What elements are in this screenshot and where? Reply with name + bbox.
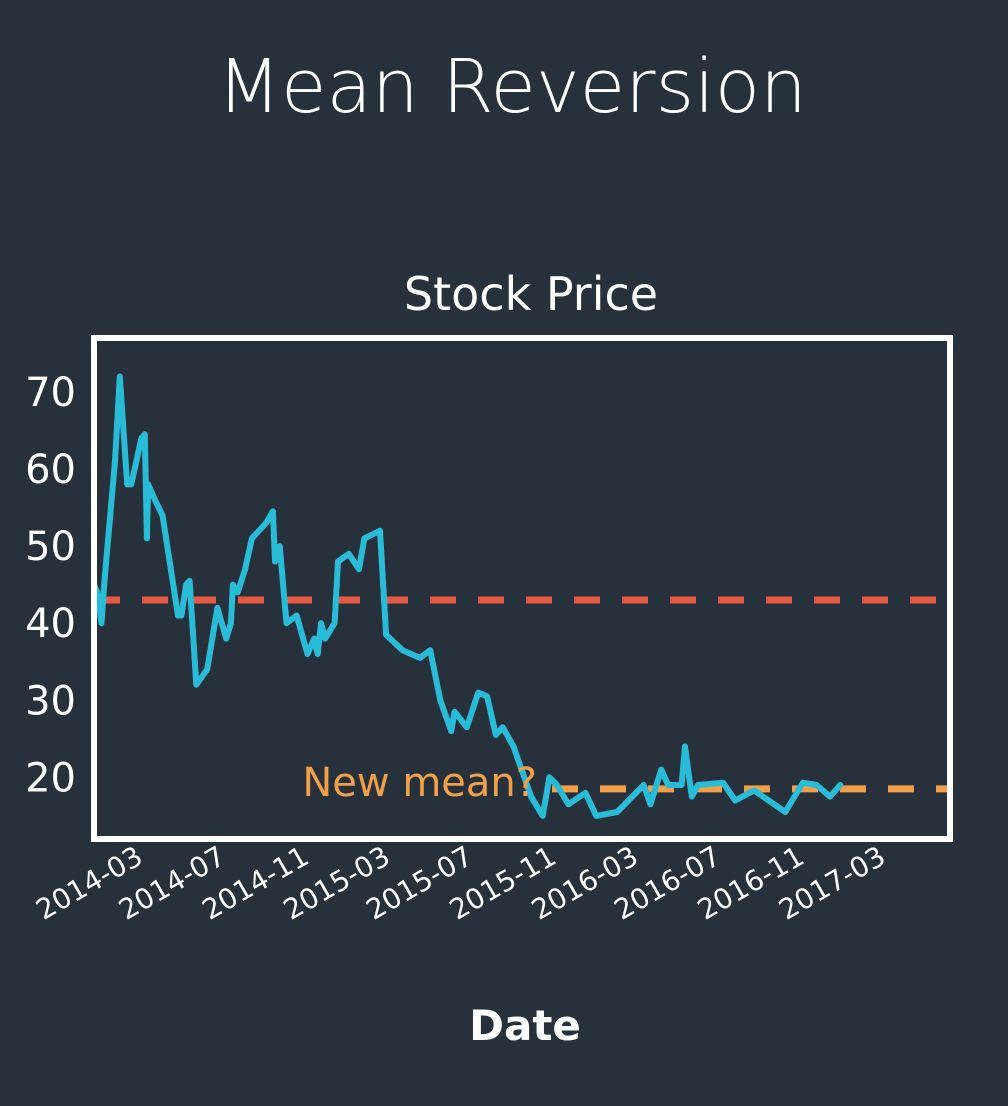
y-tick-label: 40 (25, 601, 76, 647)
plot-area (91, 373, 950, 819)
y-tick-label: 60 (25, 447, 76, 493)
y-tick-label: 20 (25, 755, 76, 801)
plot-frame (91, 335, 953, 842)
x-axis-title: Date (469, 1001, 581, 1050)
y-tick-label: 50 (25, 524, 76, 570)
page-title: Mean Reversion (217, 44, 807, 130)
y-tick-label: 30 (25, 678, 76, 724)
y-tick-label: 70 (25, 370, 76, 416)
new-mean-label: New mean? (302, 760, 537, 806)
price-series-line (91, 373, 844, 819)
chart-title: Stock Price (404, 267, 658, 321)
y-axis: 20 30 40 50 60 70 (25, 370, 76, 801)
x-axis: 2014-032014-072014-112015-032015-072015-… (30, 839, 891, 926)
